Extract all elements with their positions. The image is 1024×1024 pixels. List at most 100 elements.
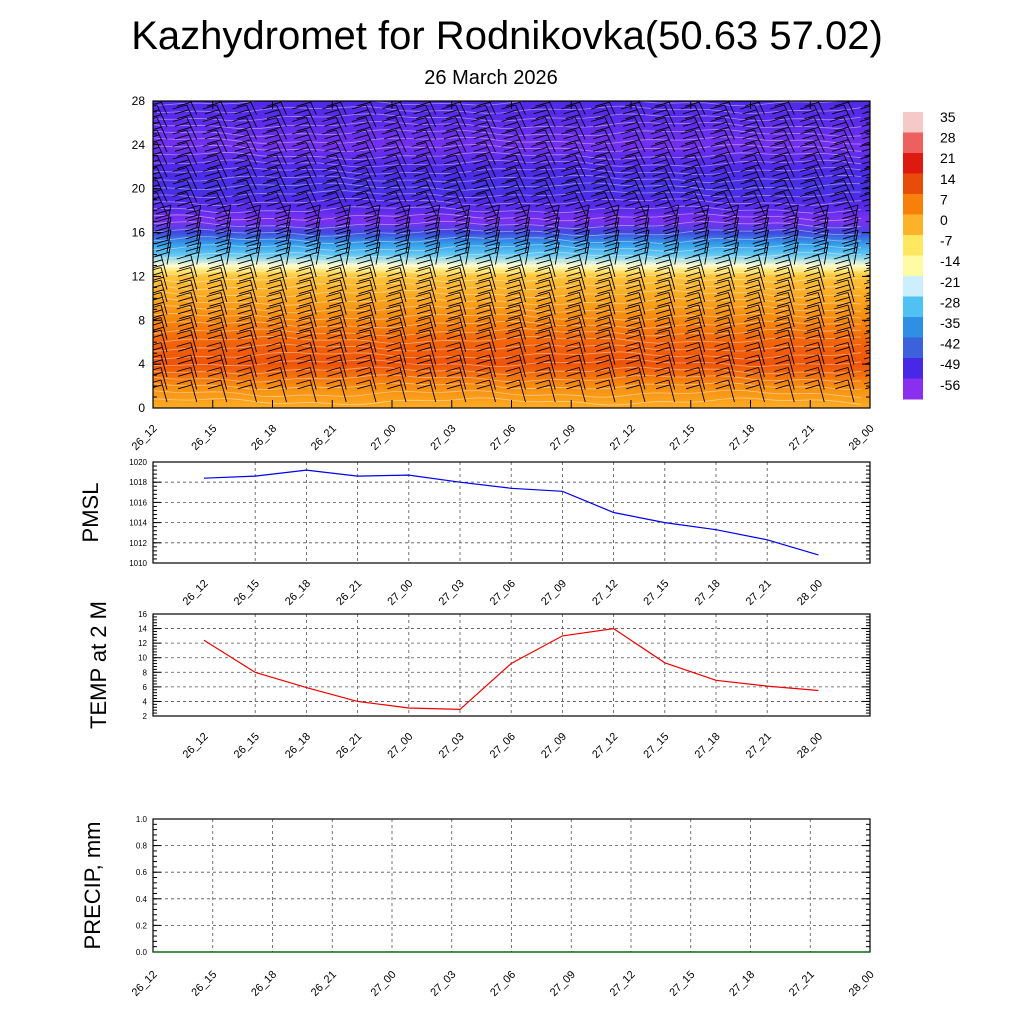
wind-barb-flag bbox=[770, 192, 785, 197]
wind-barb-shaft bbox=[614, 242, 620, 265]
wind-barb-flag bbox=[202, 192, 217, 197]
wind-barb-flag bbox=[237, 371, 252, 377]
wind-barb-flag bbox=[475, 101, 491, 107]
wind-barb-flag bbox=[652, 159, 668, 165]
wind-barb-shaft bbox=[305, 192, 317, 215]
wind-barb-flag bbox=[685, 101, 700, 107]
wind-barb-shaft bbox=[166, 204, 172, 228]
wind-barb-flag bbox=[505, 329, 520, 335]
wind-barb-flag bbox=[835, 359, 850, 365]
wind-barb-flag bbox=[297, 309, 312, 315]
wind-barb-flag bbox=[269, 264, 284, 270]
wind-barb-shaft bbox=[817, 367, 825, 390]
x-tick-label: 27_09 bbox=[548, 423, 578, 453]
y-tick-label: 10 bbox=[138, 654, 147, 663]
wind-barb-flag bbox=[753, 209, 768, 215]
wind-barb-flag bbox=[176, 329, 191, 335]
wind-barb-flag bbox=[505, 139, 521, 145]
wind-barb-shaft bbox=[369, 354, 377, 378]
wind-barb-shaft bbox=[634, 154, 646, 178]
wind-barb-flag bbox=[274, 214, 289, 220]
wind-barb-shaft bbox=[518, 101, 526, 115]
wind-barb-flag bbox=[535, 201, 550, 207]
wind-barb-flag bbox=[453, 214, 469, 220]
wind-barb-flag bbox=[626, 321, 641, 327]
wind-barb-flag bbox=[590, 179, 606, 185]
wind-barb-flag bbox=[304, 214, 319, 220]
wind-barb-shaft bbox=[365, 142, 377, 165]
contour-line bbox=[153, 343, 862, 352]
wind-barb-shaft bbox=[554, 229, 560, 253]
wind-barb-flag bbox=[573, 251, 588, 257]
wind-barb-flag bbox=[832, 159, 847, 165]
wind-barb-shaft bbox=[220, 342, 228, 365]
wind-barb-flag bbox=[266, 329, 281, 335]
wind-barb-flag bbox=[411, 179, 426, 185]
wind-barb-flag bbox=[680, 117, 695, 122]
wind-barb-shaft bbox=[787, 101, 795, 115]
wind-barb-shaft bbox=[727, 101, 735, 115]
wind-barb-shaft bbox=[734, 217, 739, 240]
wind-barb-flag bbox=[684, 329, 699, 335]
wind-barb-flag bbox=[387, 309, 402, 315]
wind-barb-shaft bbox=[345, 242, 351, 265]
wind-barb-flag bbox=[473, 196, 488, 202]
wind-barb-flag bbox=[322, 104, 337, 110]
wind-barb-flag bbox=[565, 189, 580, 195]
wind-barb-shaft bbox=[874, 180, 884, 202]
wind-barb-shaft bbox=[276, 192, 287, 215]
wind-barb-flag bbox=[624, 342, 640, 347]
wind-barb-flag bbox=[381, 179, 397, 185]
wind-barb-flag bbox=[505, 101, 521, 107]
wind-barb-flag bbox=[416, 176, 431, 182]
wind-barb-flag bbox=[476, 284, 491, 290]
wind-barb-shaft bbox=[847, 279, 855, 303]
wind-barb-flag bbox=[774, 367, 789, 372]
wind-barb-flag bbox=[593, 196, 608, 202]
wind-barb-flag bbox=[473, 146, 488, 152]
wind-barb-flag bbox=[744, 267, 759, 272]
wind-barb-flag bbox=[387, 334, 402, 340]
wind-barb-flag bbox=[234, 171, 249, 177]
wind-barb-shaft bbox=[190, 101, 198, 115]
wind-barb-flag bbox=[684, 267, 699, 272]
x-tick-label: 27_03 bbox=[428, 969, 458, 999]
y-tick-label: 1012 bbox=[129, 539, 147, 548]
wind-barb-flag bbox=[471, 179, 486, 185]
wind-barb-shaft bbox=[131, 318, 137, 340]
wind-barb-flag bbox=[513, 214, 528, 220]
wind-barb-flag bbox=[744, 279, 759, 285]
wind-barb-shaft bbox=[160, 101, 168, 115]
contour-line bbox=[153, 289, 862, 299]
wind-barb-shaft bbox=[286, 217, 291, 240]
wind-barb-flag bbox=[269, 276, 284, 282]
wind-barb-flag bbox=[567, 301, 583, 307]
wind-barb-flag bbox=[476, 346, 491, 352]
wind-barb-flag bbox=[356, 139, 371, 145]
x-tick-label: 27_00 bbox=[385, 731, 415, 761]
wind-barb-flag bbox=[204, 146, 220, 152]
wind-barb-flag bbox=[115, 160, 129, 164]
wind-barb-shaft bbox=[515, 117, 526, 140]
wind-barb-flag bbox=[505, 176, 521, 182]
wind-barb-flag bbox=[715, 334, 730, 340]
wind-barb-flag bbox=[783, 209, 798, 215]
y-tick-label: 6 bbox=[143, 683, 148, 692]
wind-barb-flag bbox=[239, 301, 254, 307]
wind-barb-flag bbox=[297, 371, 312, 377]
wind-barb-shaft bbox=[335, 104, 347, 128]
wind-barb-flag bbox=[207, 259, 223, 265]
x-tick-label: 26_21 bbox=[309, 969, 339, 999]
wind-barb-flag bbox=[590, 142, 606, 147]
wind-barb-flag bbox=[714, 367, 729, 372]
wind-barb-flag bbox=[620, 154, 636, 160]
wind-barb-flag bbox=[693, 209, 708, 215]
wind-barb-shaft bbox=[395, 104, 407, 128]
wind-barb-flag bbox=[740, 179, 755, 185]
x-tick-label: 27_09 bbox=[539, 578, 569, 608]
wind-barb-flag bbox=[624, 292, 640, 297]
wind-barb-shaft bbox=[489, 254, 496, 278]
wind-barb-flag bbox=[207, 201, 222, 207]
wind-barb-flag bbox=[503, 134, 518, 140]
wind-barb-flag bbox=[774, 292, 789, 297]
